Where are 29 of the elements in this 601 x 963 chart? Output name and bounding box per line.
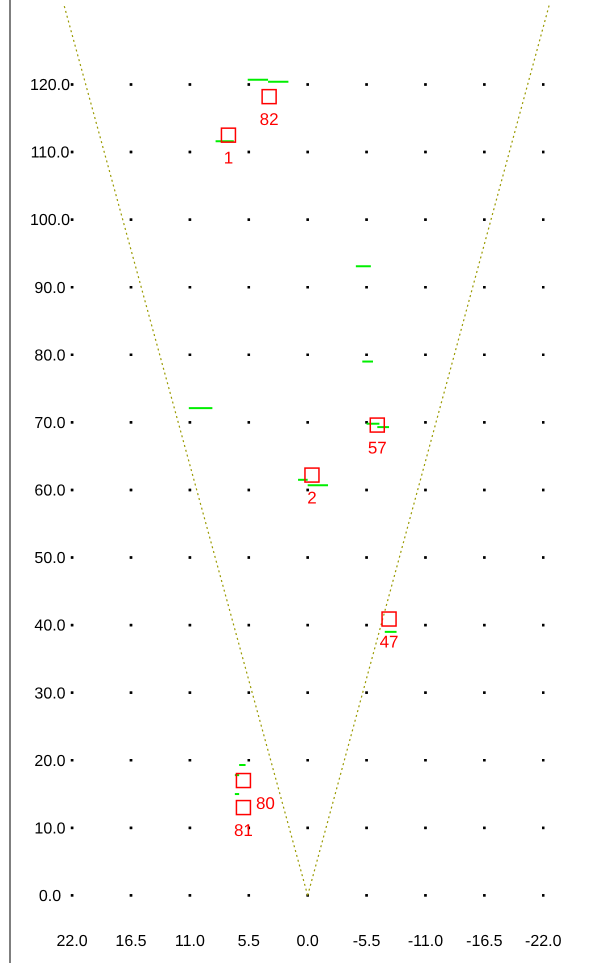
y-tick-label: 70.0 bbox=[34, 414, 66, 432]
x-tick-label: -11.0 bbox=[408, 933, 444, 950]
x-tick-label: 16.5 bbox=[115, 933, 147, 950]
x-tick-label: -5.5 bbox=[352, 933, 380, 950]
y-tick-label: 120.0 bbox=[30, 77, 70, 94]
y-tick-label: 100.0 bbox=[30, 212, 70, 230]
annotation: 80 bbox=[256, 794, 275, 814]
y-tick-label: 90.0 bbox=[34, 280, 66, 297]
x-tick-label: 11.0 bbox=[174, 933, 205, 950]
y-tick-label: 0.0 bbox=[38, 888, 62, 906]
annotation: 1 bbox=[224, 148, 234, 168]
y-tick-label: 20.0 bbox=[34, 752, 66, 770]
annotation: 81 bbox=[234, 821, 253, 840]
annotation: 2 bbox=[307, 488, 317, 508]
x-tick-label: -22.0 bbox=[525, 933, 562, 950]
x-tick-label: -16.5 bbox=[466, 933, 503, 950]
y-tick-label: 60.0 bbox=[34, 482, 66, 500]
y-tick-label: 50.0 bbox=[34, 550, 66, 568]
annotation: 82 bbox=[260, 110, 279, 130]
x-tick-label: 0.0 bbox=[296, 933, 319, 950]
y-tick-label: 40.0 bbox=[34, 618, 66, 635]
annotation: 47 bbox=[380, 632, 399, 652]
y-tick-label: 110.0 bbox=[30, 144, 70, 162]
y-tick-label: 30.0 bbox=[34, 685, 66, 702]
x-tick-label: 5.5 bbox=[238, 933, 260, 950]
annotation: 57 bbox=[368, 438, 387, 458]
y-tick-label: 10.0 bbox=[34, 820, 66, 838]
x-tick-label: 22.0 bbox=[56, 933, 88, 950]
y-tick-label: 80.0 bbox=[34, 347, 66, 364]
